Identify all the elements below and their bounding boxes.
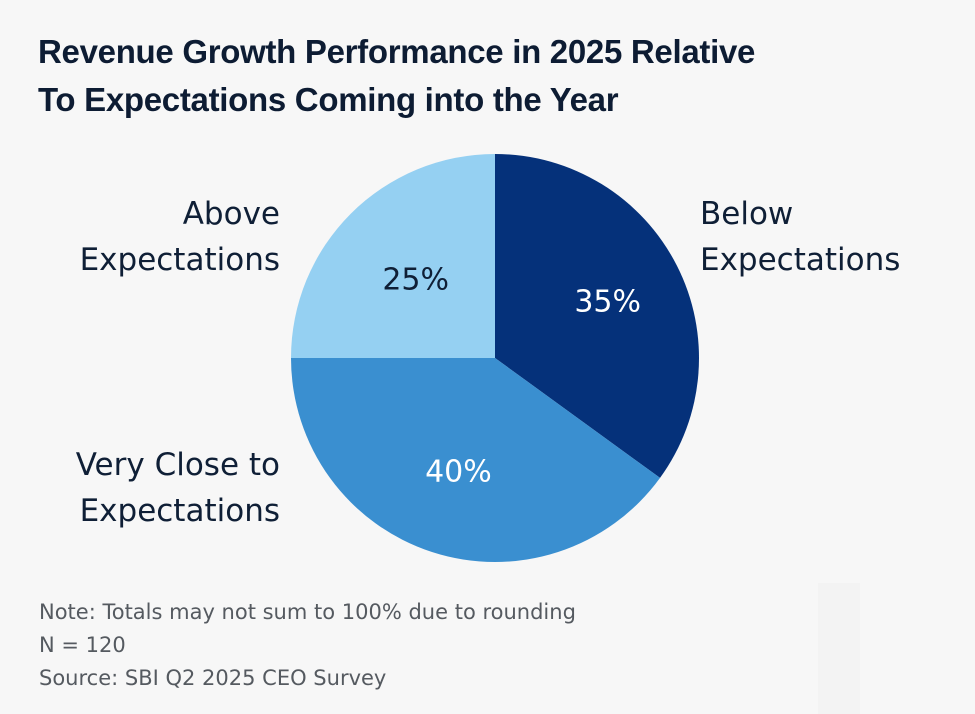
category-label-above-line1: Above: [183, 196, 280, 232]
pie-slice-below-expectations: [495, 154, 700, 478]
pie-value-label-very-close-to-expectations: 40%: [425, 455, 492, 490]
category-label-above-line2: Expectations: [80, 242, 280, 278]
pie-value-labels: 35% 40% 25%: [382, 263, 641, 490]
category-label-below-line2: Expectations: [700, 242, 900, 278]
chart-title-line-2: To Expectations Coming into the Year: [38, 81, 619, 118]
chart-title: Revenue Growth Performance in 2025 Relat…: [38, 28, 958, 124]
category-label-close-line1: Very Close to: [76, 447, 280, 483]
note-rounding: Note: Totals may not sum to 100% due to …: [39, 600, 576, 624]
background-panel: [818, 583, 860, 714]
category-label-close-line2: Expectations: [80, 493, 280, 529]
category-label-below-line1: Below: [700, 196, 793, 232]
chart-title-line-1: Revenue Growth Performance in 2025 Relat…: [38, 33, 756, 70]
note-source: Source: SBI Q2 2025 CEO Survey: [39, 666, 387, 690]
pie-value-label-below-expectations: 35%: [574, 285, 641, 320]
note-sample-size: N = 120: [39, 633, 126, 657]
pie-slice-above-expectations: [291, 154, 495, 358]
chart-notes: Note: Totals may not sum to 100% due to …: [39, 596, 576, 695]
pie-slice-very-close-to-expectations: [291, 358, 661, 563]
pie-value-label-above-expectations: 25%: [382, 263, 449, 298]
pie-slices: [291, 154, 700, 563]
